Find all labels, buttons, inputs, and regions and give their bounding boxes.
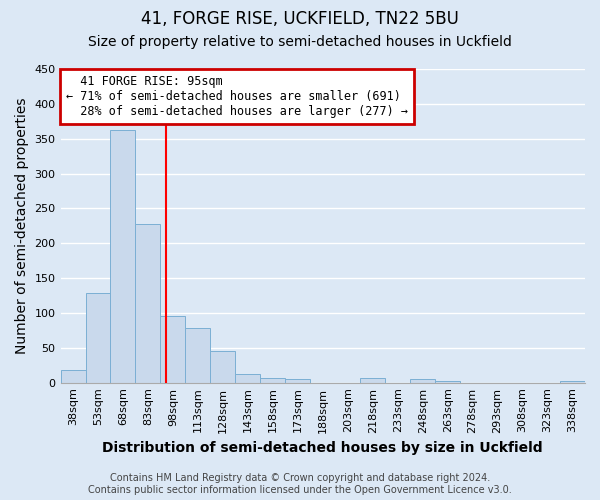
Bar bbox=[360, 378, 385, 382]
X-axis label: Distribution of semi-detached houses by size in Uckfield: Distribution of semi-detached houses by … bbox=[103, 441, 543, 455]
Bar bbox=[286, 379, 310, 382]
Text: 41, FORGE RISE, UCKFIELD, TN22 5BU: 41, FORGE RISE, UCKFIELD, TN22 5BU bbox=[141, 10, 459, 28]
Bar bbox=[110, 130, 136, 382]
Bar bbox=[136, 224, 160, 382]
Text: Size of property relative to semi-detached houses in Uckfield: Size of property relative to semi-detach… bbox=[88, 35, 512, 49]
Bar bbox=[211, 350, 235, 382]
Bar bbox=[160, 316, 185, 382]
Bar bbox=[86, 294, 110, 382]
Bar bbox=[235, 374, 260, 382]
Text: 41 FORGE RISE: 95sqm
← 71% of semi-detached houses are smaller (691)
  28% of se: 41 FORGE RISE: 95sqm ← 71% of semi-detac… bbox=[66, 76, 408, 118]
Bar bbox=[410, 379, 435, 382]
Bar bbox=[185, 328, 211, 382]
Text: Contains HM Land Registry data © Crown copyright and database right 2024.
Contai: Contains HM Land Registry data © Crown c… bbox=[88, 474, 512, 495]
Bar bbox=[560, 380, 585, 382]
Y-axis label: Number of semi-detached properties: Number of semi-detached properties bbox=[15, 98, 29, 354]
Bar bbox=[260, 378, 286, 382]
Bar bbox=[61, 370, 86, 382]
